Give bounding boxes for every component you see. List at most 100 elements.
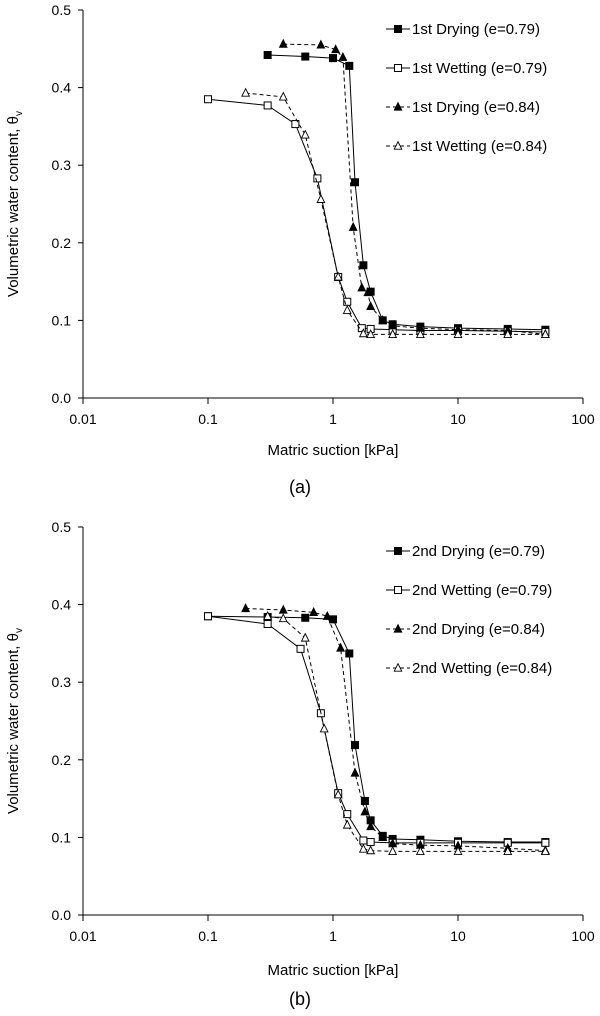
- chart-b-series-1-line: [207, 615, 546, 843]
- chart-a-y-tick-label: 0.4: [52, 80, 72, 96]
- chart-b-series-4-point: [319, 723, 329, 733]
- chart-a-x-tick-label: 10: [450, 411, 466, 427]
- chart-a-series-4-point: [316, 193, 326, 203]
- chart-b-series-4-point: [366, 845, 376, 855]
- chart-a-series-3-point: [378, 315, 388, 324]
- chart-b-series-2-point: [263, 620, 272, 628]
- chart-b-series-3-point: [378, 832, 388, 841]
- chart-a-legend-marker-4: [393, 140, 403, 150]
- chart-a-series-3-point: [331, 44, 341, 54]
- chart-a-series-4-point: [366, 329, 376, 338]
- chart-b-series-2-point: [366, 838, 375, 847]
- chart-a-series-2-line: [207, 98, 546, 333]
- chart-a-series-3-point: [348, 221, 358, 231]
- chart-b-legend-label-4: 2nd Wetting (e=0.84): [412, 660, 552, 677]
- chart-b-legend-marker-4: [393, 662, 403, 672]
- chart-b-legend-marker-3: [393, 623, 403, 633]
- chart-a-series-2-point: [291, 120, 300, 129]
- chart-a-series-1-line: [267, 54, 546, 331]
- chart-b-legend: 2nd Drying (e=0.79) 2nd Wetting (e=0.79) 2…: [386, 543, 552, 677]
- chart-a-series-4-point: [241, 87, 251, 97]
- chart-b-y-tick-label: 0.1: [52, 829, 72, 845]
- chart-b-series-4-point: [388, 846, 398, 855]
- chart-a-series-4-point: [358, 328, 368, 338]
- chart-a-x-tick-label: 100: [571, 411, 595, 427]
- chart-a-x-axis-label: Matric suction [kPa]: [268, 442, 399, 459]
- chart-a-series-3-point: [363, 287, 373, 297]
- chart-b-y-tick-label: 0.2: [52, 752, 72, 768]
- chart-b-y-tick-label: 0.3: [52, 674, 72, 690]
- chart-b-series-2-point: [359, 836, 368, 845]
- chart-b-legend-marker-1: [394, 547, 402, 555]
- chart-a-series-2: [204, 95, 550, 337]
- chart-b-legend-label-3: 2nd Drying (e=0.84): [412, 621, 545, 638]
- chart-b-series-1-point: [345, 649, 354, 658]
- chart-b-series-4-point: [300, 632, 310, 642]
- chart-b-series-3-point: [366, 821, 376, 831]
- chart-b-series-3-point: [309, 607, 319, 616]
- chart-b-series-1-point: [351, 741, 360, 750]
- chart-b-series-3-point: [322, 610, 332, 620]
- chart-a-series-3-point: [388, 320, 398, 330]
- chart-a-series-4-line: [245, 92, 546, 335]
- chart-a-legend-marker-1: [394, 25, 402, 33]
- chart-a-legend: 1st Drying (e=0.79) 1st Wetting (e=0.79) 1…: [386, 21, 547, 155]
- chart-b-series-3-point: [350, 767, 360, 777]
- chart-a-legend-marker-3: [393, 101, 403, 111]
- chart-b-y-tick-label: 0.5: [52, 519, 72, 535]
- chart-b-legend-label-2: 2nd Wetting (e=0.79): [412, 582, 552, 599]
- chart-a-series-3-line: [283, 43, 546, 335]
- chart-b-series-3-point: [278, 604, 288, 614]
- chart-a-series-2-point: [263, 101, 272, 110]
- chart-b-series-3: [241, 603, 550, 855]
- chart-b-series-1: [204, 612, 550, 847]
- chart-a-series-4-point: [415, 329, 425, 338]
- chart-a-x-tick-label: 0.1: [198, 411, 218, 427]
- chart-a-legend-label-4: 1st Wetting (e=0.84): [412, 138, 547, 155]
- chart-a-y-tick-label: 0.1: [52, 312, 72, 328]
- chart-b-series-3-point: [360, 806, 370, 816]
- chart-a-series-2-point: [313, 174, 322, 183]
- chart-a-series-1-point: [263, 51, 272, 60]
- chart-b-series-3-point: [336, 642, 346, 652]
- chart-a-series-4-point: [503, 329, 513, 338]
- chart-b-series-4: [263, 610, 550, 855]
- chart-a-legend-label-3: 1st Drying (e=0.84): [412, 99, 540, 116]
- chart-a-series-1-point: [351, 178, 360, 187]
- chart-b-y-tick-label: 0.4: [52, 597, 72, 613]
- chart-b-y-tick-label: 0.0: [52, 907, 72, 923]
- chart-a-series-4-point: [342, 304, 352, 314]
- chart-a-y-tick-label: 0.0: [52, 390, 72, 406]
- chart-a-x-tick-label: 1: [329, 411, 337, 427]
- chart-b-x-tick-label: 0.1: [198, 928, 218, 944]
- chart-a-series-4: [241, 87, 550, 338]
- chart-a-series-4-point: [300, 129, 310, 139]
- chart-a-legend-marker-2: [394, 64, 402, 72]
- chart-a-caption: (a): [289, 477, 311, 497]
- chart-b-series-3-point: [241, 603, 251, 613]
- chart-b-series-4-point: [278, 613, 288, 623]
- chart-b-series-4-point: [358, 843, 368, 853]
- chart-b-series-3-line: [245, 607, 546, 852]
- chart-a-series-4-point: [388, 329, 398, 338]
- chart-b-series-4-point: [342, 819, 352, 829]
- chart-a-series-4-point: [278, 91, 288, 101]
- chart-b-series-2-line: [207, 615, 546, 844]
- chart-b-x-axis-label: Matric suction [kPa]: [268, 962, 399, 979]
- chart-b-legend-marker-2: [394, 586, 402, 594]
- chart-a-y-tick-label: 0.5: [52, 2, 72, 18]
- chart-b-series-4-point: [333, 789, 343, 799]
- chart-b-x-tick-label: 0.01: [69, 928, 96, 944]
- chart-a-y-axis-label: Volumetric water content, θv: [5, 111, 25, 297]
- chart-b-series-4-point: [503, 846, 513, 855]
- chart-a-series-1: [263, 51, 550, 334]
- chart-b-series-4-point: [263, 610, 273, 620]
- chart-b-series-4-point: [540, 846, 550, 855]
- chart-a-series-1-point: [345, 61, 354, 70]
- chart-b-series-2-point: [204, 612, 212, 621]
- chart-b-series-2-point: [343, 810, 352, 819]
- chart-b-x-tick-label: 10: [450, 928, 466, 944]
- chart-b-legend-label-1: 2nd Drying (e=0.79): [412, 543, 545, 560]
- chart-a-series-3-point: [316, 39, 326, 49]
